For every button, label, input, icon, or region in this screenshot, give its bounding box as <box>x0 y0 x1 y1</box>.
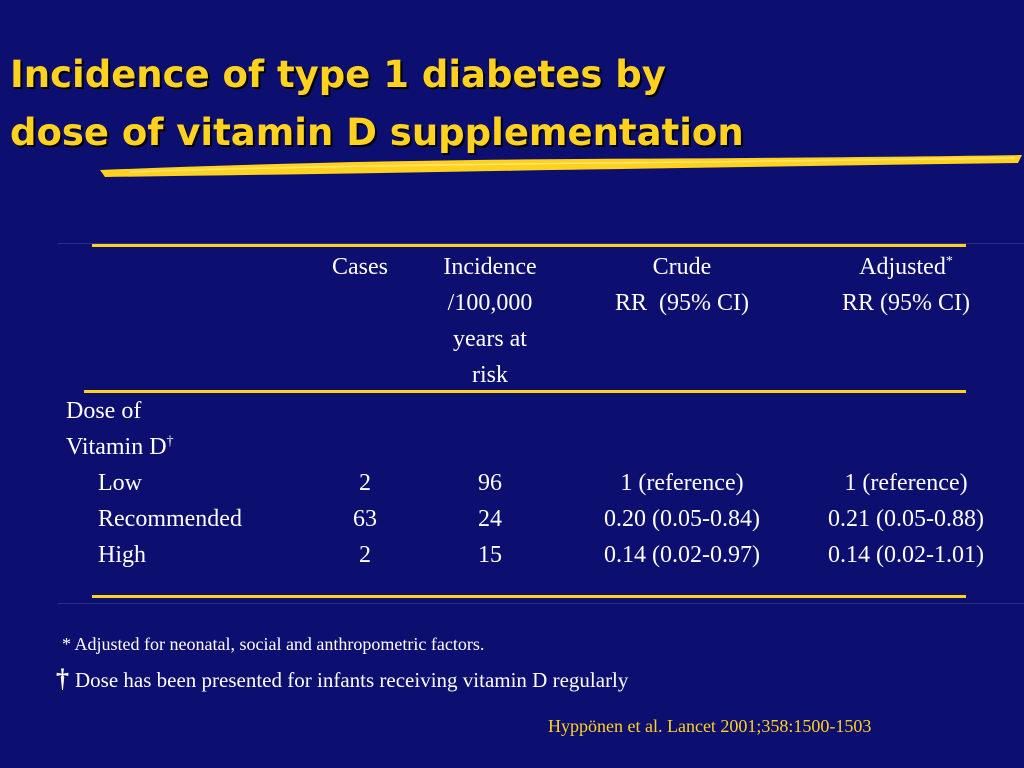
row-low-crude: 1 (reference) <box>620 470 744 496</box>
adjusted-footnote-marker: * <box>945 254 953 269</box>
row-recommended-adjusted: 0.21 (0.05-0.88) <box>828 506 984 532</box>
row-label-recommended: Recommended <box>98 506 242 532</box>
brush-stroke-underline <box>100 155 1022 177</box>
row-low-adjusted: 1 (reference) <box>844 470 968 496</box>
table-frame-bottom <box>58 603 1024 604</box>
row-high-incidence: 15 <box>478 542 502 568</box>
table-frame-top <box>58 243 1024 244</box>
row-high-crude: 0.14 (0.02-0.97) <box>604 542 760 568</box>
row-high-adjusted: 0.14 (0.02-1.01) <box>828 542 984 568</box>
slide-title: Incidence of type 1 diabetes by dose of … <box>10 46 1010 162</box>
header-cases: Cases <box>332 254 388 280</box>
title-line-2: dose of vitamin D supplementation <box>10 111 744 154</box>
row-recommended-incidence: 24 <box>478 506 502 532</box>
row-high-cases: 2 <box>359 542 371 568</box>
row-recommended-cases: 63 <box>353 506 377 532</box>
row-label-low: Low <box>98 470 142 496</box>
header-incidence: Incidence /100,000 years at risk <box>443 254 537 388</box>
table-rule-header <box>84 390 966 393</box>
footnote-dose: † Dose has been presented for infants rec… <box>56 664 629 693</box>
row-low-cases: 2 <box>359 470 371 496</box>
table-rule-bottom <box>92 595 966 598</box>
header-adjusted: Adjusted* RR (95% CI) <box>842 254 970 316</box>
dagger-symbol: † <box>56 664 69 693</box>
group-label: Dose of Vitamin D† <box>66 398 174 460</box>
citation: Hyppönen et al. Lancet 2001;358:1500-150… <box>548 716 872 736</box>
row-recommended-crude: 0.20 (0.05-0.84) <box>604 506 760 532</box>
row-label-high: High <box>98 542 146 568</box>
table-rule-top <box>92 244 966 247</box>
row-low-incidence: 96 <box>478 470 502 496</box>
dagger-marker: † <box>166 434 174 449</box>
header-crude: Crude RR (95% CI) <box>615 254 749 316</box>
footnote-adjusted: * Adjusted for neonatal, social and anth… <box>62 634 485 654</box>
title-line-1: Incidence of type 1 diabetes by <box>10 53 666 96</box>
